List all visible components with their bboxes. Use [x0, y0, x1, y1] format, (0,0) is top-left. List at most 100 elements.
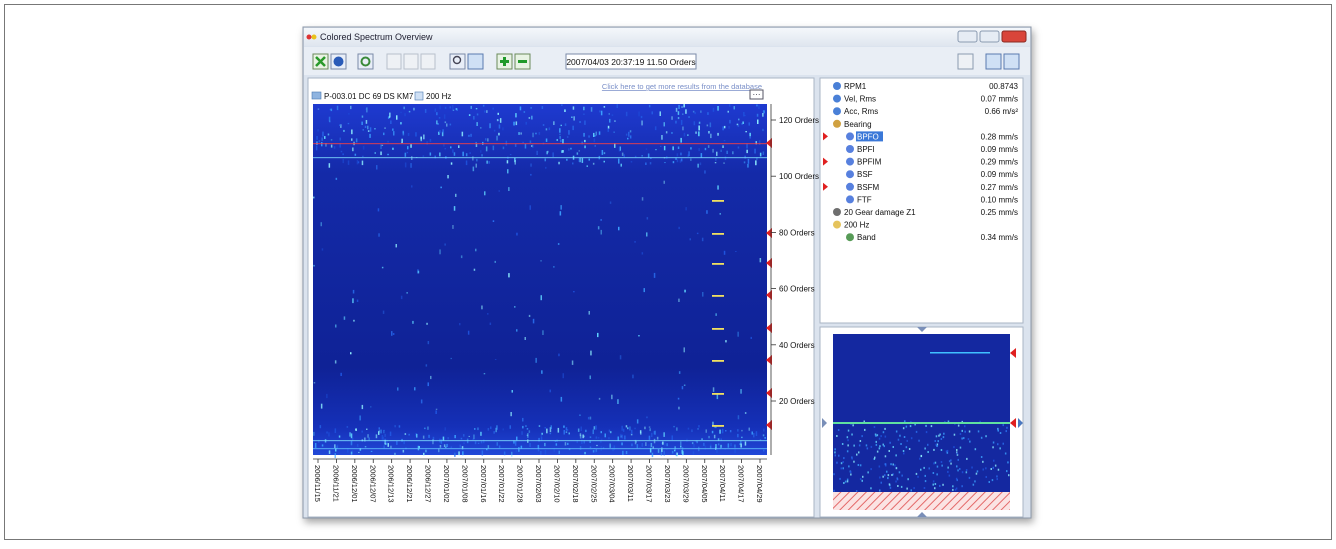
texture-pixel [639, 446, 641, 449]
texture-pixel [696, 440, 698, 444]
texture-pixel [649, 447, 652, 453]
texture-pixel [492, 220, 495, 222]
up-button[interactable] [386, 53, 402, 70]
texture-pixel [834, 451, 836, 454]
texture-pixel [980, 456, 983, 458]
refresh-button[interactable] [357, 53, 374, 70]
texture-pixel [514, 306, 516, 308]
texture-pixel [447, 175, 449, 179]
texture-pixel [695, 131, 697, 134]
texture-pixel [663, 180, 665, 184]
texture-pixel [664, 162, 666, 164]
texture-pixel [859, 440, 862, 442]
tree-label[interactable]: 20 Gear damage Z1 [844, 208, 916, 217]
texture-pixel [843, 457, 845, 460]
texture-pixel [920, 455, 922, 458]
minimize-button[interactable] [957, 30, 978, 43]
texture-pixel [940, 438, 943, 440]
texture-pixel [383, 430, 385, 434]
tree-label[interactable]: Acc, Rms [844, 107, 878, 116]
tree-value: 00.8743 [989, 82, 1018, 91]
tree-label[interactable]: 200 Hz [844, 221, 869, 230]
texture-pixel [852, 424, 854, 427]
texture-pixel [702, 292, 704, 297]
texture-pixel [445, 446, 447, 449]
texture-pixel [739, 443, 741, 445]
tree-label[interactable]: BPFIM [857, 158, 882, 167]
texture-pixel [616, 104, 618, 108]
texture-pixel [361, 160, 364, 166]
tree-label[interactable]: BPFO [857, 132, 879, 141]
texture-pixel [595, 131, 597, 136]
texture-pixel [622, 428, 625, 432]
texture-pixel [678, 371, 681, 374]
band-label: 200 Hz [426, 92, 451, 101]
texture-pixel [965, 471, 968, 474]
close-button[interactable] [1001, 30, 1027, 43]
texture-pixel [594, 145, 596, 147]
tree-label[interactable]: BSFM [857, 183, 880, 192]
texture-pixel [678, 104, 680, 109]
tree-label[interactable]: RPM1 [844, 82, 867, 91]
down-button[interactable] [403, 53, 419, 70]
forward-button[interactable] [957, 53, 974, 70]
texture-pixel [855, 490, 858, 492]
texture-pixel [839, 477, 841, 480]
texture-pixel [584, 120, 586, 125]
tree-label[interactable]: Vel, Rms [844, 95, 876, 104]
texture-pixel [993, 459, 995, 462]
texture-pixel [618, 226, 620, 231]
texture-pixel [763, 449, 765, 452]
texture-pixel [704, 445, 707, 450]
texture-pixel [836, 461, 838, 464]
fit-button[interactable] [467, 53, 484, 70]
texture-pixel [749, 132, 751, 137]
options-button[interactable] [749, 89, 764, 100]
texture-pixel [625, 133, 628, 136]
texture-pixel [589, 416, 592, 420]
texture-pixel [367, 130, 370, 132]
texture-pixel [389, 431, 392, 436]
texture-pixel [352, 147, 354, 152]
texture-pixel [313, 196, 315, 199]
texture-pixel [375, 434, 378, 439]
texture-pixel [621, 152, 624, 156]
spectrum-header: P-003.01 DC 69 DS KM7 [324, 92, 414, 101]
more-button[interactable] [420, 53, 436, 70]
tree-label[interactable]: Bearing [844, 120, 872, 129]
texture-pixel [579, 433, 582, 437]
settings-button[interactable] [1003, 53, 1020, 70]
texture-pixel [836, 435, 838, 437]
texture-pixel [625, 425, 628, 428]
texture-pixel [897, 485, 899, 487]
search-button[interactable] [985, 53, 1002, 70]
texture-pixel [955, 477, 958, 480]
texture-pixel [904, 420, 906, 423]
texture-pixel [340, 372, 342, 376]
texture-pixel [600, 438, 603, 440]
database-link[interactable]: Click here to get more results from the … [602, 82, 762, 91]
tree-label[interactable]: BPFI [857, 145, 875, 154]
maximize-button[interactable] [979, 30, 1000, 43]
texture-pixel [638, 335, 640, 337]
tree-label[interactable]: BSF [857, 170, 873, 179]
tree-label[interactable]: Band [857, 233, 876, 242]
texture-pixel [928, 467, 930, 470]
texture-pixel [623, 154, 625, 158]
texture-pixel [370, 406, 372, 408]
texture-pixel [720, 444, 722, 448]
texture-pixel [522, 141, 524, 144]
texture-pixel [648, 426, 651, 428]
texture-dash [712, 425, 724, 427]
texture-pixel [603, 106, 606, 108]
texture-pixel [923, 487, 926, 489]
texture-pixel [496, 135, 498, 141]
texture-pixel [732, 151, 734, 155]
texture-pixel [489, 322, 492, 325]
texture-pixel [595, 425, 597, 430]
texture-pixel [592, 450, 595, 453]
texture-pixel [518, 447, 520, 452]
texture-pixel [424, 109, 427, 113]
texture-pixel [481, 450, 484, 456]
tree-label[interactable]: FTF [857, 195, 872, 204]
